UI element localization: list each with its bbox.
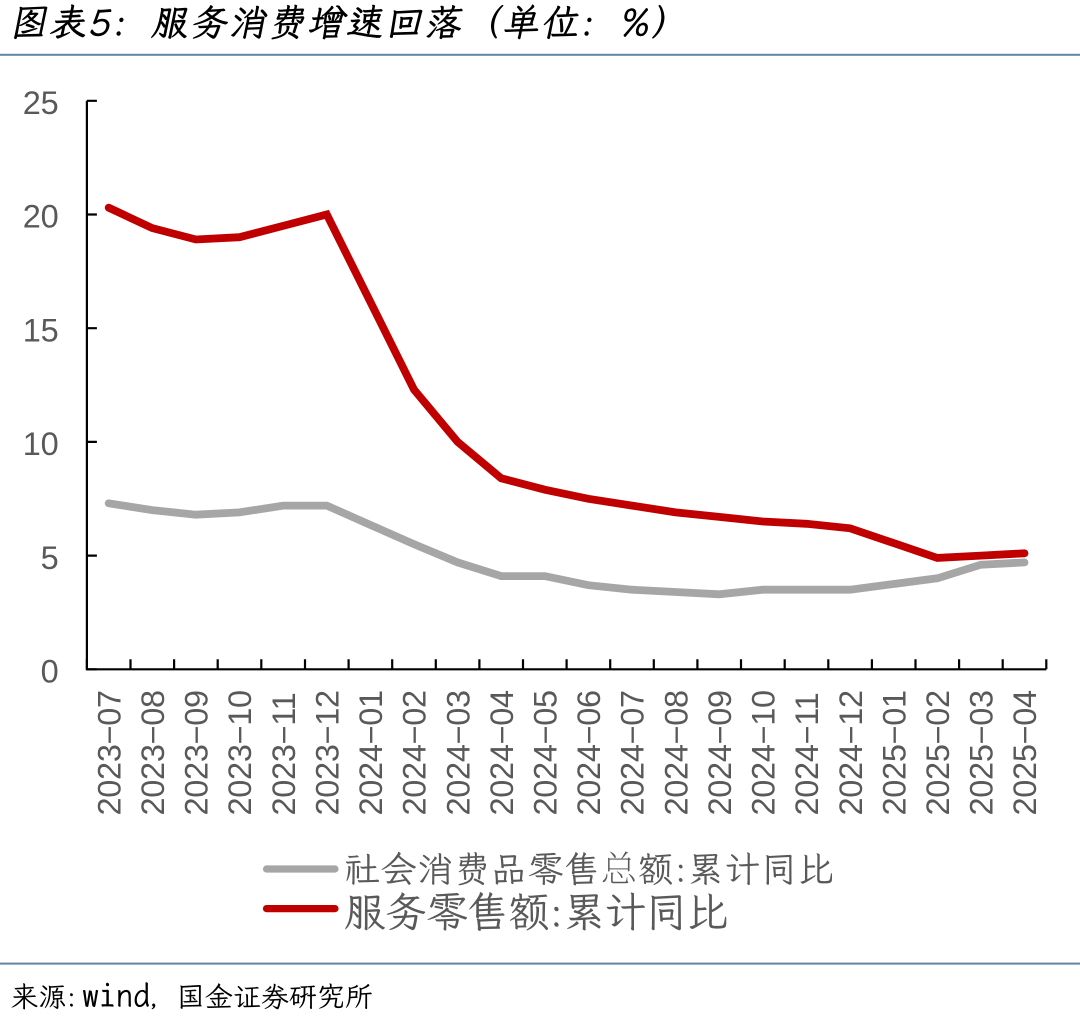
svg-text:5: 5 [41, 540, 59, 576]
svg-text:2025−01: 2025−01 [876, 690, 912, 815]
svg-text:2024−09: 2024−09 [702, 690, 738, 815]
svg-text:20: 20 [23, 199, 59, 235]
svg-text:2024−08: 2024−08 [658, 690, 694, 815]
svg-text:2023−09: 2023−09 [179, 690, 215, 815]
svg-text:2023−10: 2023−10 [222, 690, 258, 815]
svg-text:2024−01: 2024−01 [353, 690, 389, 815]
svg-text:2024−07: 2024−07 [615, 690, 651, 815]
svg-text:2024−12: 2024−12 [833, 690, 869, 815]
svg-text:2025−04: 2025−04 [1007, 690, 1043, 816]
svg-text:2023−11: 2023−11 [266, 693, 302, 816]
svg-text:2024−02: 2024−02 [397, 690, 433, 815]
svg-text:0: 0 [41, 654, 59, 690]
svg-text:2025−03: 2025−03 [964, 690, 1000, 815]
svg-text:2024−10: 2024−10 [746, 690, 782, 815]
svg-text:2023−12: 2023−12 [310, 690, 346, 815]
svg-text:2023−08: 2023−08 [135, 690, 171, 815]
svg-text:2024−11: 2024−11 [789, 693, 825, 816]
svg-text:2024−05: 2024−05 [528, 690, 564, 815]
svg-text:2024−06: 2024−06 [571, 690, 607, 815]
svg-text:2024−04: 2024−04 [484, 690, 520, 816]
svg-text:2024−03: 2024−03 [440, 690, 476, 815]
svg-text:2023−07: 2023−07 [91, 690, 127, 815]
svg-text:10: 10 [23, 426, 59, 462]
svg-text:25: 25 [23, 85, 59, 121]
svg-text:15: 15 [23, 312, 59, 348]
svg-text:2025−02: 2025−02 [920, 690, 956, 815]
